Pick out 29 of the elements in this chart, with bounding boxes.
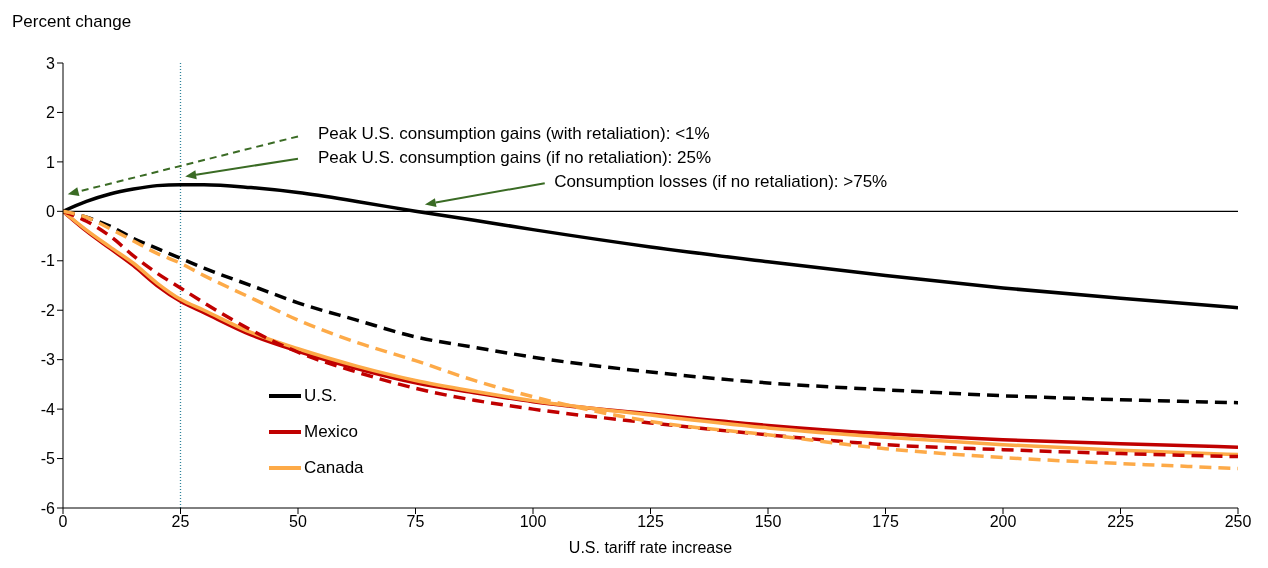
y-tick-label: -2 (40, 301, 56, 319)
legend-label: Mexico (304, 422, 358, 442)
x-tick-label: 250 (1224, 513, 1252, 531)
x-tick-label: 75 (406, 513, 425, 531)
x-tick-label: 175 (872, 513, 899, 531)
annotation: Peak U.S. consumption gains (with retaliation): <1% (317, 123, 710, 143)
x-tick-label: 0 (58, 513, 68, 531)
x-tick-label: 50 (289, 513, 307, 531)
y-tick-label: 0 (46, 203, 56, 221)
y-tick-label: -5 (40, 450, 56, 468)
x-tick-label: 150 (754, 513, 782, 531)
x-tick-label: 100 (519, 513, 547, 531)
y-tick-label: -3 (40, 351, 56, 369)
y-axis-title: Percent change (12, 12, 132, 32)
legend-label: Canada (304, 458, 364, 478)
y-tick-label: -6 (40, 499, 56, 517)
annotation: Peak U.S. consumption gains (if no retaliation): 25% (317, 148, 712, 168)
y-tick-label: -4 (40, 400, 56, 418)
x-axis-title: U.S. tariff rate increase (568, 539, 733, 556)
x-tick-label: 225 (1107, 513, 1134, 531)
x-tick-label: 125 (637, 513, 664, 531)
x-tick-label: 25 (171, 513, 190, 531)
annotation: Consumption losses (if no retaliation): >75% (554, 171, 888, 191)
y-tick-label: -1 (40, 252, 56, 270)
y-tick-label: 3 (46, 54, 56, 72)
y-tick-label: 2 (46, 104, 56, 122)
x-tick-label: 200 (989, 513, 1017, 531)
y-tick-label: 1 (46, 153, 56, 171)
legend-label: U.S. (304, 386, 338, 406)
